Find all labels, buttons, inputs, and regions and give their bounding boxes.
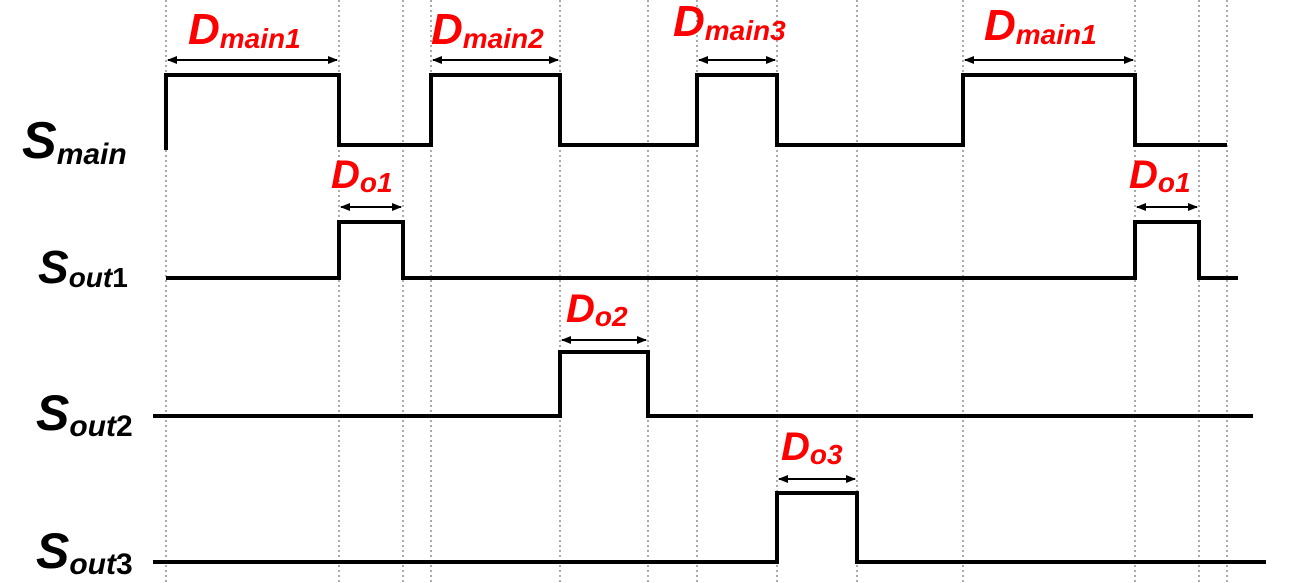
do1-label: Do1	[331, 153, 393, 198]
waveforms	[153, 73, 1266, 564]
waveform-s-out2	[153, 350, 1253, 418]
waveform-s-out3	[153, 491, 1266, 564]
signal-label-s-out2: Sout2	[36, 385, 133, 443]
guide-lines	[165, 0, 1228, 583]
duration-arrows	[167, 56, 1198, 483]
dmain2-label: Dmain2	[431, 5, 544, 54]
signal-labels: Smain Sout1 Sout2 Sout3	[22, 112, 133, 581]
dmain1-label: Dmain1	[188, 5, 301, 54]
waveform-s-main	[164, 73, 1227, 150]
signal-label-s-main: Smain	[22, 112, 127, 171]
do1-label: Do1	[1129, 153, 1191, 198]
do3-label: Do3	[781, 425, 843, 470]
dmain3-label: Dmain3	[673, 0, 786, 46]
waveform-s-out1	[166, 220, 1238, 280]
dmain1-label: Dmain1	[984, 1, 1097, 50]
signal-label-s-out3: Sout3	[36, 523, 133, 581]
signal-label-s-out1: Sout1	[38, 241, 128, 293]
do2-label: Do2	[566, 287, 628, 332]
duration-labels: Dmain1 Dmain2 Dmain3 Dmain1 Do1 Do1 Do2 …	[188, 0, 1191, 470]
